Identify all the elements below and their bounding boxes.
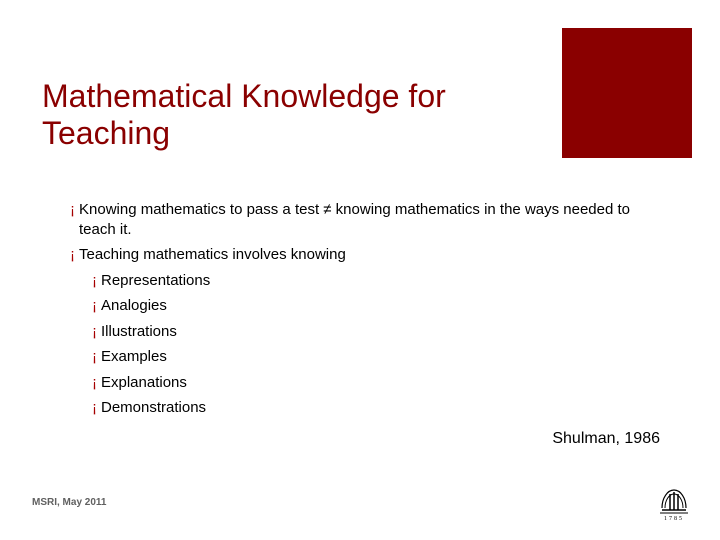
bullet-marker-icon: ¡ [70,245,75,265]
bullet-text: Representations [101,271,210,291]
bullet-item: ¡Representations [92,271,660,291]
bullet-item: ¡Demonstrations [92,398,660,418]
bullet-marker-icon: ¡ [70,200,75,220]
bullet-text: Explanations [101,373,187,393]
bullet-list: ¡Knowing mathematics to pass a test ≠ kn… [70,200,660,424]
bullet-item: ¡Explanations [92,373,660,393]
bullet-text: Analogies [101,296,167,316]
bullet-text: Examples [101,347,167,367]
bullet-text: Demonstrations [101,398,206,418]
citation: Shulman, 1986 [552,430,660,448]
logo-year: 1785 [664,516,684,522]
bullet-marker-icon: ¡ [92,347,97,367]
bullet-text: Teaching mathematics involves knowing [79,245,346,265]
accent-block [562,28,692,158]
bullet-text: Illustrations [101,322,177,342]
footer-text: MSRI, May 2011 [32,497,106,508]
slide-title: Mathematical Knowledge for Teaching [42,78,562,152]
bullet-marker-icon: ¡ [92,322,97,342]
bullet-item: ¡Analogies [92,296,660,316]
bullet-marker-icon: ¡ [92,373,97,393]
bullet-item: ¡Teaching mathematics involves knowing [70,245,660,265]
bullet-item: ¡Illustrations [92,322,660,342]
bullet-marker-icon: ¡ [92,296,97,316]
bullet-marker-icon: ¡ [92,398,97,418]
bullet-item: ¡Examples [92,347,660,367]
bullet-marker-icon: ¡ [92,271,97,291]
bullet-text: Knowing mathematics to pass a test ≠ kno… [79,200,660,239]
bullet-item: ¡Knowing mathematics to pass a test ≠ kn… [70,200,660,239]
uga-logo-icon: 1785 [656,478,692,522]
